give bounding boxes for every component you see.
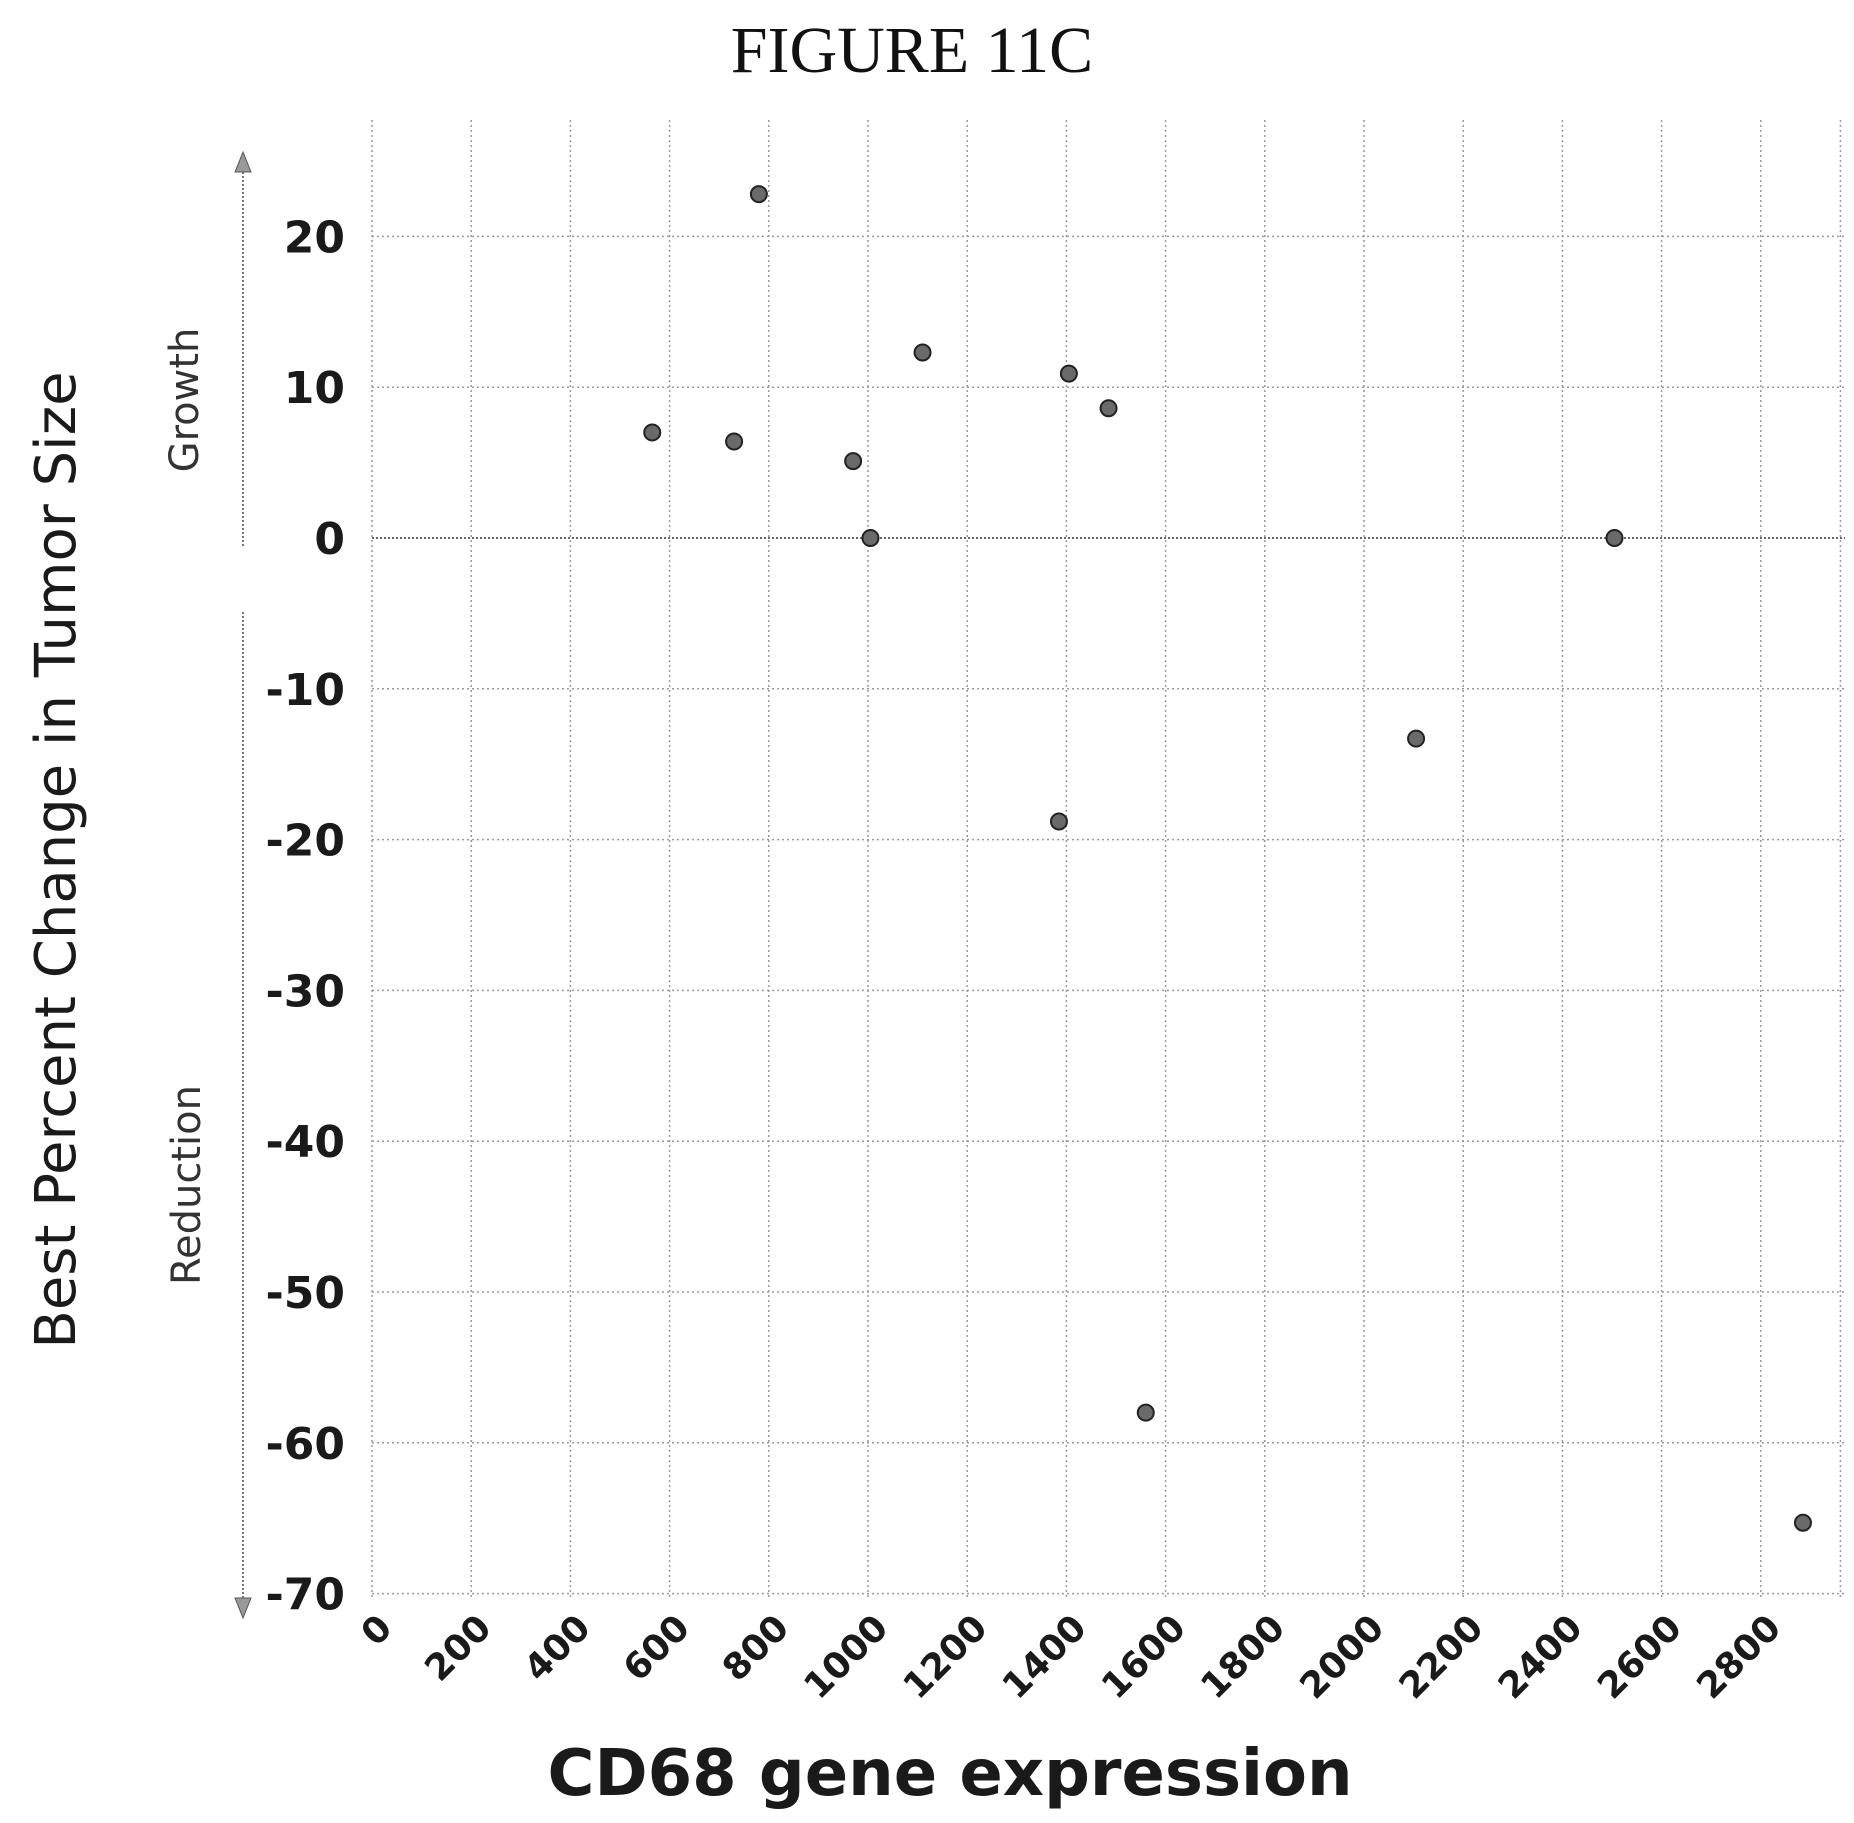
data-point bbox=[1136, 1403, 1155, 1422]
data-point bbox=[1059, 364, 1078, 383]
data-point bbox=[1049, 812, 1068, 831]
x-tick-label: 400 bbox=[517, 1607, 599, 1689]
growth-label: Growth bbox=[162, 328, 208, 473]
y-axis-label: Best Percent Change in Tumor Size bbox=[24, 371, 89, 1348]
x-tick-label: 0 bbox=[354, 1607, 401, 1654]
x-tick-label: 2600 bbox=[1590, 1607, 1690, 1707]
data-point bbox=[1099, 399, 1118, 418]
y-tick-label: -10 bbox=[266, 665, 346, 716]
y-tick-label: -70 bbox=[266, 1570, 346, 1621]
data-point bbox=[844, 452, 863, 471]
x-tick-label: 1800 bbox=[1193, 1607, 1293, 1707]
y-tick-label: -20 bbox=[266, 816, 346, 867]
y-tick-label: -50 bbox=[266, 1268, 346, 1319]
data-point bbox=[725, 432, 744, 451]
x-axis-label: CD68 gene expression bbox=[547, 1737, 1352, 1811]
y-tick-label: 0 bbox=[314, 514, 345, 565]
y-tick-label: -30 bbox=[266, 966, 346, 1017]
data-point bbox=[1605, 529, 1624, 547]
x-tick-label: 200 bbox=[417, 1607, 499, 1689]
reduction-arrow-head bbox=[234, 1597, 252, 1620]
reduction-label: Reduction bbox=[164, 1085, 210, 1285]
grid-layer bbox=[371, 120, 1845, 1600]
data-point bbox=[1407, 729, 1426, 748]
growth-arrow-head bbox=[234, 150, 252, 173]
x-tick-label: 1200 bbox=[896, 1607, 996, 1707]
figure-title: FIGURE 11C bbox=[731, 14, 1093, 87]
x-tick-label: 2200 bbox=[1392, 1607, 1492, 1707]
x-tick-label: 2000 bbox=[1293, 1607, 1393, 1707]
data-point bbox=[861, 529, 880, 547]
data-point bbox=[913, 343, 932, 362]
y-tick-label: -40 bbox=[266, 1117, 346, 1168]
data-point bbox=[643, 423, 662, 442]
data-point bbox=[749, 185, 768, 204]
x-tick-label: 1000 bbox=[797, 1607, 897, 1707]
x-tick-label: 1400 bbox=[995, 1607, 1095, 1707]
x-tick-label: 1600 bbox=[1094, 1607, 1194, 1707]
y-tick-label: 10 bbox=[284, 363, 345, 414]
point-layer bbox=[643, 185, 1812, 1532]
region-layer bbox=[234, 150, 252, 1620]
x-tick-label: 600 bbox=[616, 1607, 698, 1689]
x-tick-label: 800 bbox=[715, 1607, 797, 1689]
y-tick-label: 20 bbox=[284, 212, 345, 263]
y-tick-label: -60 bbox=[266, 1419, 346, 1470]
data-point bbox=[1793, 1513, 1812, 1532]
x-tick-label: 2800 bbox=[1689, 1607, 1789, 1707]
x-tick-label: 2400 bbox=[1491, 1607, 1591, 1707]
